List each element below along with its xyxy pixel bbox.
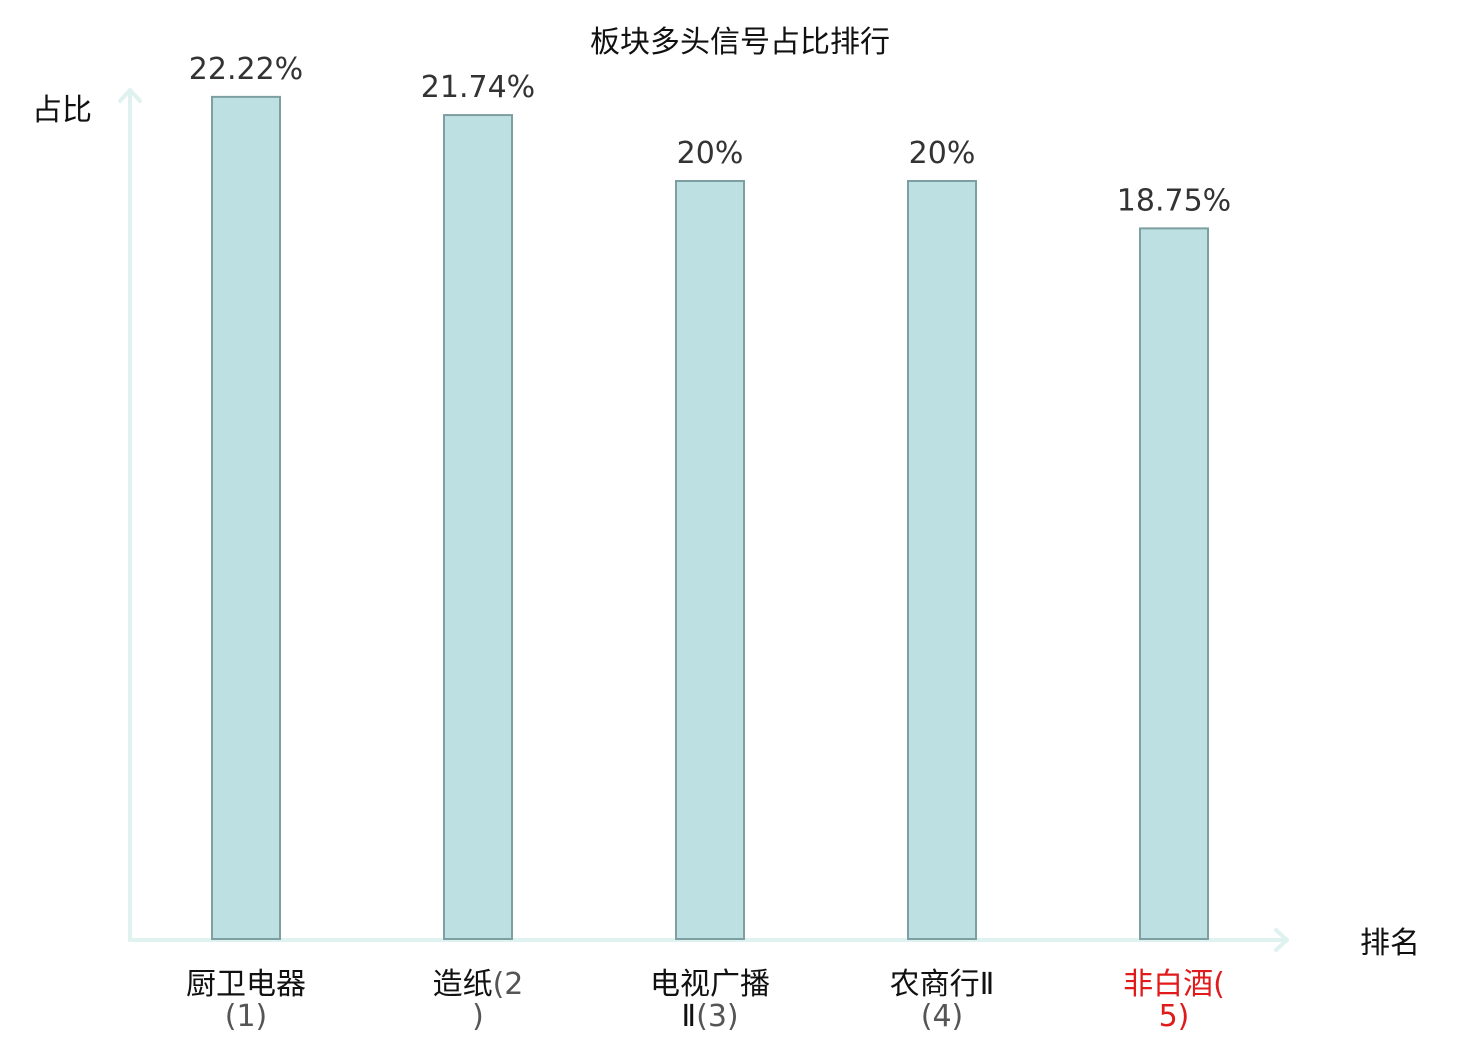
x-axis-arrow: [1274, 928, 1289, 952]
x-tick-label-5: 非白酒(5): [1123, 967, 1225, 1034]
bar-3: [675, 180, 745, 940]
x-tick-label-4: 农商行Ⅱ (4): [890, 967, 995, 1034]
x-tick-label-3: 电视广播 Ⅱ(3): [650, 967, 770, 1034]
x-tick-label-2: 造纸(2): [433, 967, 524, 1034]
chart-title: 板块多头信号占比排行: [590, 25, 890, 60]
x-axis-label: 排名: [1360, 926, 1420, 961]
value-label-1: 22.22%: [189, 52, 303, 87]
value-label-4: 20%: [909, 136, 976, 171]
bars-group: 22.22% 厨卫电器(1) 21.74% 造纸(2) 20% 电视广播 Ⅱ(3) 20% 农商…: [186, 52, 1231, 1034]
bar-1: [211, 95, 281, 940]
value-label-3: 20%: [677, 136, 744, 171]
x-tick-label-1: 厨卫电器(1): [186, 967, 306, 1034]
bar-4: [907, 180, 977, 940]
bar-2: [443, 114, 513, 940]
bar-5: [1139, 227, 1209, 940]
y-axis-label: 占比: [32, 93, 92, 128]
value-label-2: 21.74%: [421, 70, 535, 105]
value-label-5: 18.75%: [1117, 183, 1231, 218]
